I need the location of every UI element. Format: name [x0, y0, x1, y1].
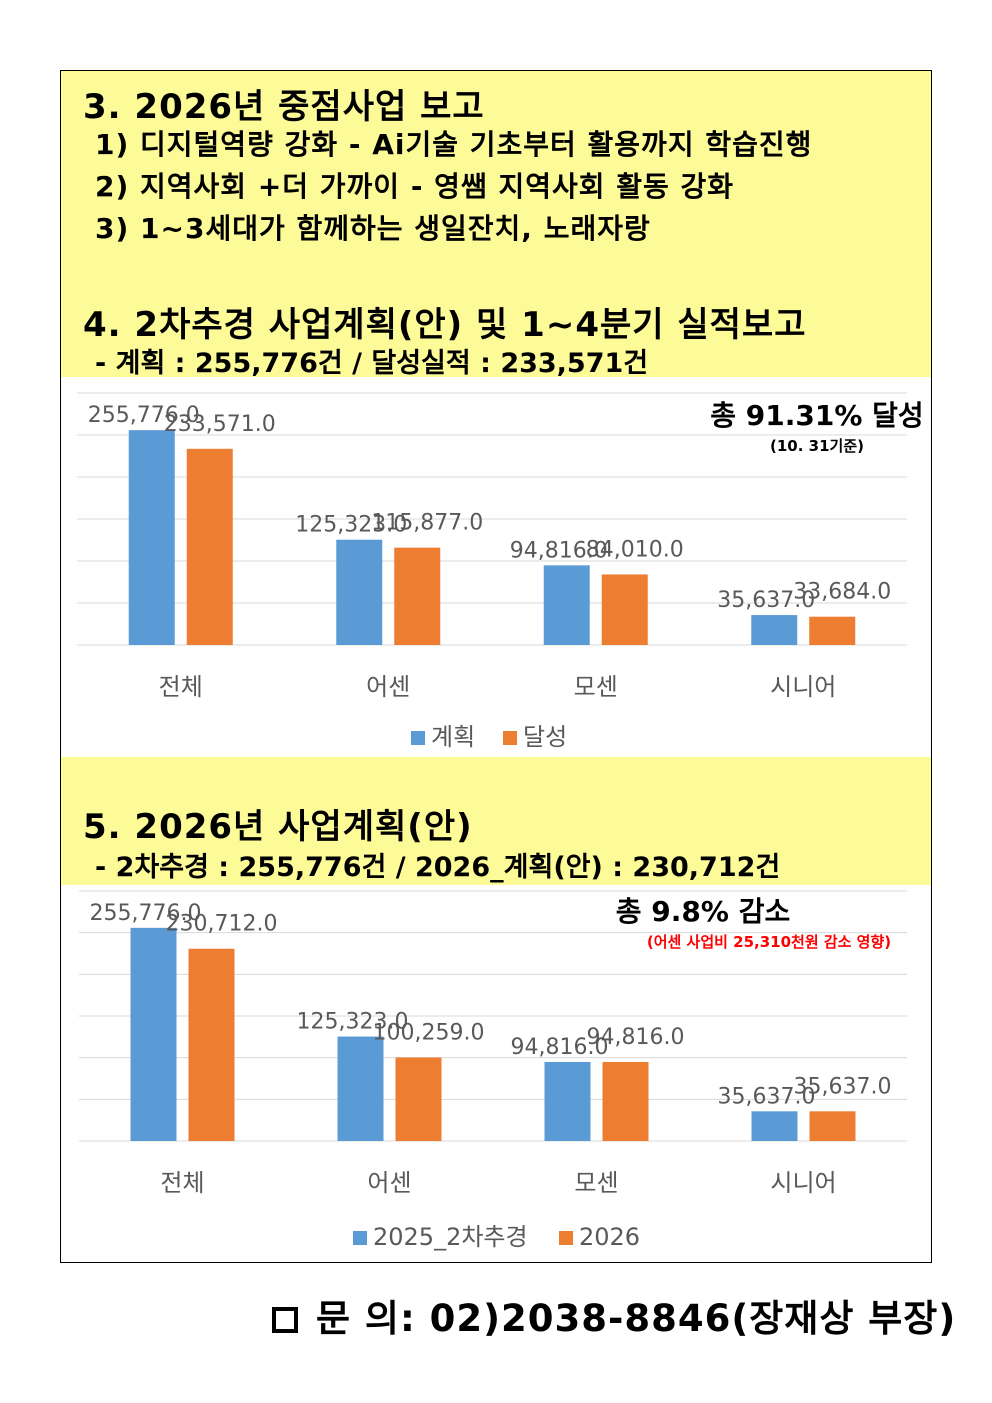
data-label: 230,712.0	[166, 912, 278, 937]
bar-2025_2차추경-시니어	[751, 1111, 798, 1141]
bar-계획-전체	[128, 430, 175, 645]
legend-label: 계획	[431, 723, 475, 751]
category-label: 어센	[367, 1169, 411, 1197]
section-4-subtitle: - 계획 : 255,776건 / 달성실적 : 233,571건	[95, 348, 649, 379]
data-label: 255,776.0	[90, 901, 202, 926]
data-label: 94,816.0	[587, 1025, 685, 1050]
data-label: 255,776.0	[88, 403, 200, 428]
bar-2025_2차추경-어센	[337, 1036, 384, 1141]
bar-달성-시니어	[809, 616, 856, 645]
bar-2026-시니어	[809, 1111, 856, 1141]
section-3-title: 3. 2026년 중점사업 보고	[83, 87, 485, 127]
bar-달성-전체	[186, 448, 233, 645]
bar-계획-모센	[543, 565, 590, 645]
section-3-4-header-bg	[61, 71, 931, 377]
annotation-title: 총 91.31% 달성	[710, 399, 923, 432]
category-label: 전체	[159, 673, 203, 701]
bar-2026-어센	[395, 1057, 442, 1141]
legend-label: 2025_2차추경	[373, 1223, 528, 1251]
section-3-item-2: 2) 지역사회 +더 가까이 - 영쌤 지역사회 활동 강화	[95, 170, 735, 203]
bar-달성-모센	[601, 574, 648, 645]
legend-swatch-2025_2차추경	[353, 1231, 367, 1245]
data-label: 35,637.0	[717, 588, 815, 613]
legend-swatch-달성	[503, 731, 517, 745]
category-label: 모센	[574, 1169, 618, 1197]
annotation-note: (어센 사업비 25,310천원 감소 영향)	[647, 933, 891, 951]
data-label: 115,877.0	[371, 511, 483, 536]
legend-swatch-계획	[411, 731, 425, 745]
data-label: 94,816.0	[510, 538, 608, 563]
bar-계획-시니어	[751, 615, 798, 645]
bar-2026-모센	[602, 1061, 649, 1141]
bar-계획-어센	[336, 539, 383, 645]
contact-footer: 문 의: 02)2038-8846(장재상 부장)	[272, 1288, 956, 1342]
category-label: 모센	[574, 673, 618, 701]
annotation-title: 총 9.8% 감소	[616, 895, 790, 928]
data-label: 35,637.0	[718, 1084, 816, 1109]
data-label: 33,684.0	[793, 580, 891, 605]
bar-2025_2차추경-전체	[130, 927, 177, 1141]
report-frame: 3. 2026년 중점사업 보고 1) 디지털역량 강화 - Ai기술 기초부터…	[60, 70, 932, 1263]
annotation-note: (10. 31기준)	[770, 437, 864, 455]
data-label: 35,637.0	[794, 1074, 892, 1099]
category-label: 어센	[366, 673, 410, 701]
legend-label: 2026	[579, 1223, 640, 1251]
category-label: 전체	[160, 1169, 204, 1197]
section-5-subtitle: - 2차추경 : 255,776건 / 2026_계획(안) : 230,712…	[95, 852, 781, 883]
contact-text: 문 의: 02)2038-8846(장재상 부장)	[316, 1297, 957, 1340]
section-3-item-3: 3) 1~3세대가 함께하는 생일잔치, 노래자랑	[95, 212, 651, 245]
category-label: 시니어	[770, 1169, 836, 1197]
section-4-title: 4. 2차추경 사업계획(안) 및 1~4분기 실적보고	[83, 305, 807, 345]
data-label: 125,323.0	[297, 1010, 409, 1035]
bar-달성-어센	[394, 547, 441, 645]
square-bullet-icon	[272, 1307, 298, 1333]
bar-2026-전체	[188, 948, 235, 1141]
legend-swatch-2026	[559, 1231, 573, 1245]
data-label: 233,571.0	[164, 412, 276, 437]
section-5-header-bg	[61, 757, 931, 885]
data-label: 100,259.0	[373, 1020, 485, 1045]
data-label: 125,323.0	[295, 513, 407, 538]
data-label: 84,010.0	[586, 537, 684, 562]
bar-2025_2차추경-모센	[544, 1061, 591, 1141]
section-5-title: 5. 2026년 사업계획(안)	[83, 807, 473, 847]
category-label: 시니어	[770, 673, 836, 701]
section-3-item-1: 1) 디지털역량 강화 - Ai기술 기초부터 활용까지 학습진행	[95, 128, 813, 161]
data-label: 94,816.0	[511, 1035, 609, 1060]
legend-label: 달성	[523, 723, 567, 751]
